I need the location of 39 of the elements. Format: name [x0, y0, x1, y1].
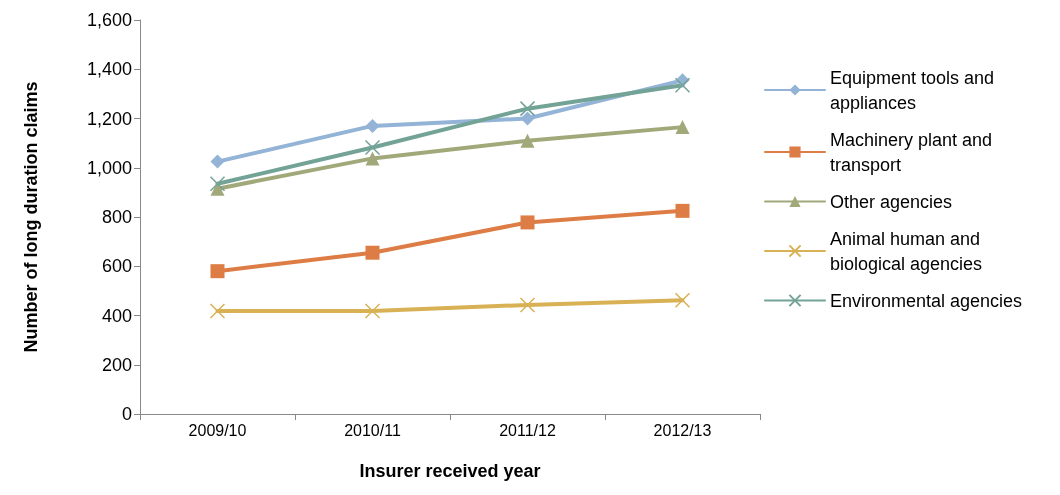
x-tick-label: 2011/12 — [499, 421, 556, 439]
point — [364, 303, 381, 319]
point — [520, 215, 535, 230]
point — [364, 139, 381, 156]
point — [209, 303, 226, 319]
x-axis-title: Insurer received year — [359, 461, 541, 481]
y-tick-label: 200 — [101, 354, 132, 375]
point — [675, 203, 690, 218]
legend-label: Animal human and biological agencies — [830, 228, 986, 274]
x-tick-label: 2010/11 — [344, 421, 401, 439]
y-tick-label: 400 — [101, 305, 132, 326]
y-axis-title: Number of long duration claims — [21, 81, 41, 353]
x-tick-label: 2012/13 — [653, 421, 712, 439]
y-tick-label: 1,400 — [86, 59, 132, 80]
y-tick-label: 1,200 — [86, 108, 132, 129]
point — [210, 154, 225, 169]
y-tick-label: 1,000 — [86, 157, 132, 178]
point — [365, 151, 380, 166]
point — [674, 292, 691, 308]
point — [519, 100, 536, 117]
legend-label: Equipment tools and appliances — [830, 67, 1000, 113]
legend-label: Machinery plant and transport — [830, 129, 998, 175]
point — [365, 118, 380, 133]
point — [674, 77, 691, 94]
y-tick-label: 800 — [101, 207, 132, 227]
point — [675, 120, 690, 135]
y-tick-label: 600 — [101, 256, 132, 277]
y-tick-label: 0 — [121, 404, 132, 424]
point — [520, 133, 535, 148]
y-tick-label: 1,600 — [86, 10, 132, 30]
point — [520, 111, 535, 126]
legend-label: Other agencies — [830, 191, 953, 212]
x-tick-label: 2009/10 — [188, 421, 247, 439]
point — [210, 181, 225, 196]
point — [365, 245, 380, 260]
point — [210, 264, 225, 279]
point — [209, 176, 226, 192]
legend-label: Environmental agencies — [830, 290, 1023, 311]
point — [519, 297, 536, 313]
